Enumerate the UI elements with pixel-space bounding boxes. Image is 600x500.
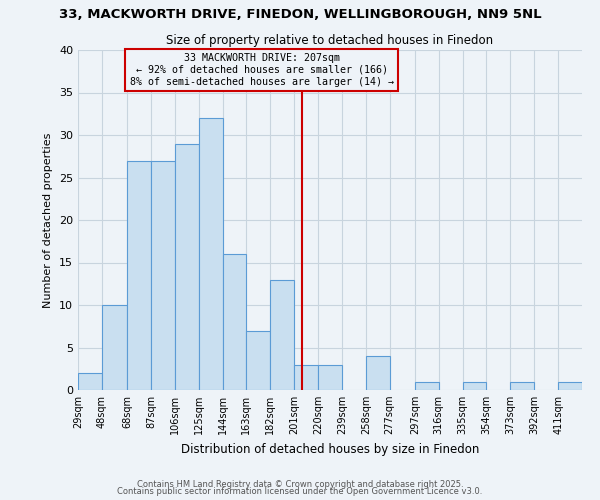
Bar	[247, 330, 270, 390]
Bar	[102, 305, 127, 390]
Y-axis label: Number of detached properties: Number of detached properties	[43, 132, 53, 308]
Title: Size of property relative to detached houses in Finedon: Size of property relative to detached ho…	[166, 34, 494, 48]
Text: 33 MACKWORTH DRIVE: 207sqm
← 92% of detached houses are smaller (166)
8% of semi: 33 MACKWORTH DRIVE: 207sqm ← 92% of deta…	[130, 54, 394, 86]
Text: Contains public sector information licensed under the Open Government Licence v3: Contains public sector information licen…	[118, 487, 482, 496]
Bar	[558, 382, 582, 390]
Bar	[366, 356, 390, 390]
Bar	[78, 373, 102, 390]
Bar	[318, 364, 342, 390]
Bar	[294, 364, 318, 390]
Bar	[511, 382, 534, 390]
Bar	[199, 118, 223, 390]
Bar	[223, 254, 247, 390]
Bar	[127, 160, 151, 390]
Bar	[463, 382, 487, 390]
Bar	[415, 382, 439, 390]
Text: Contains HM Land Registry data © Crown copyright and database right 2025.: Contains HM Land Registry data © Crown c…	[137, 480, 463, 489]
Bar	[175, 144, 199, 390]
Bar	[270, 280, 294, 390]
Bar	[151, 160, 175, 390]
X-axis label: Distribution of detached houses by size in Finedon: Distribution of detached houses by size …	[181, 442, 479, 456]
Text: 33, MACKWORTH DRIVE, FINEDON, WELLINGBOROUGH, NN9 5NL: 33, MACKWORTH DRIVE, FINEDON, WELLINGBOR…	[59, 8, 541, 20]
